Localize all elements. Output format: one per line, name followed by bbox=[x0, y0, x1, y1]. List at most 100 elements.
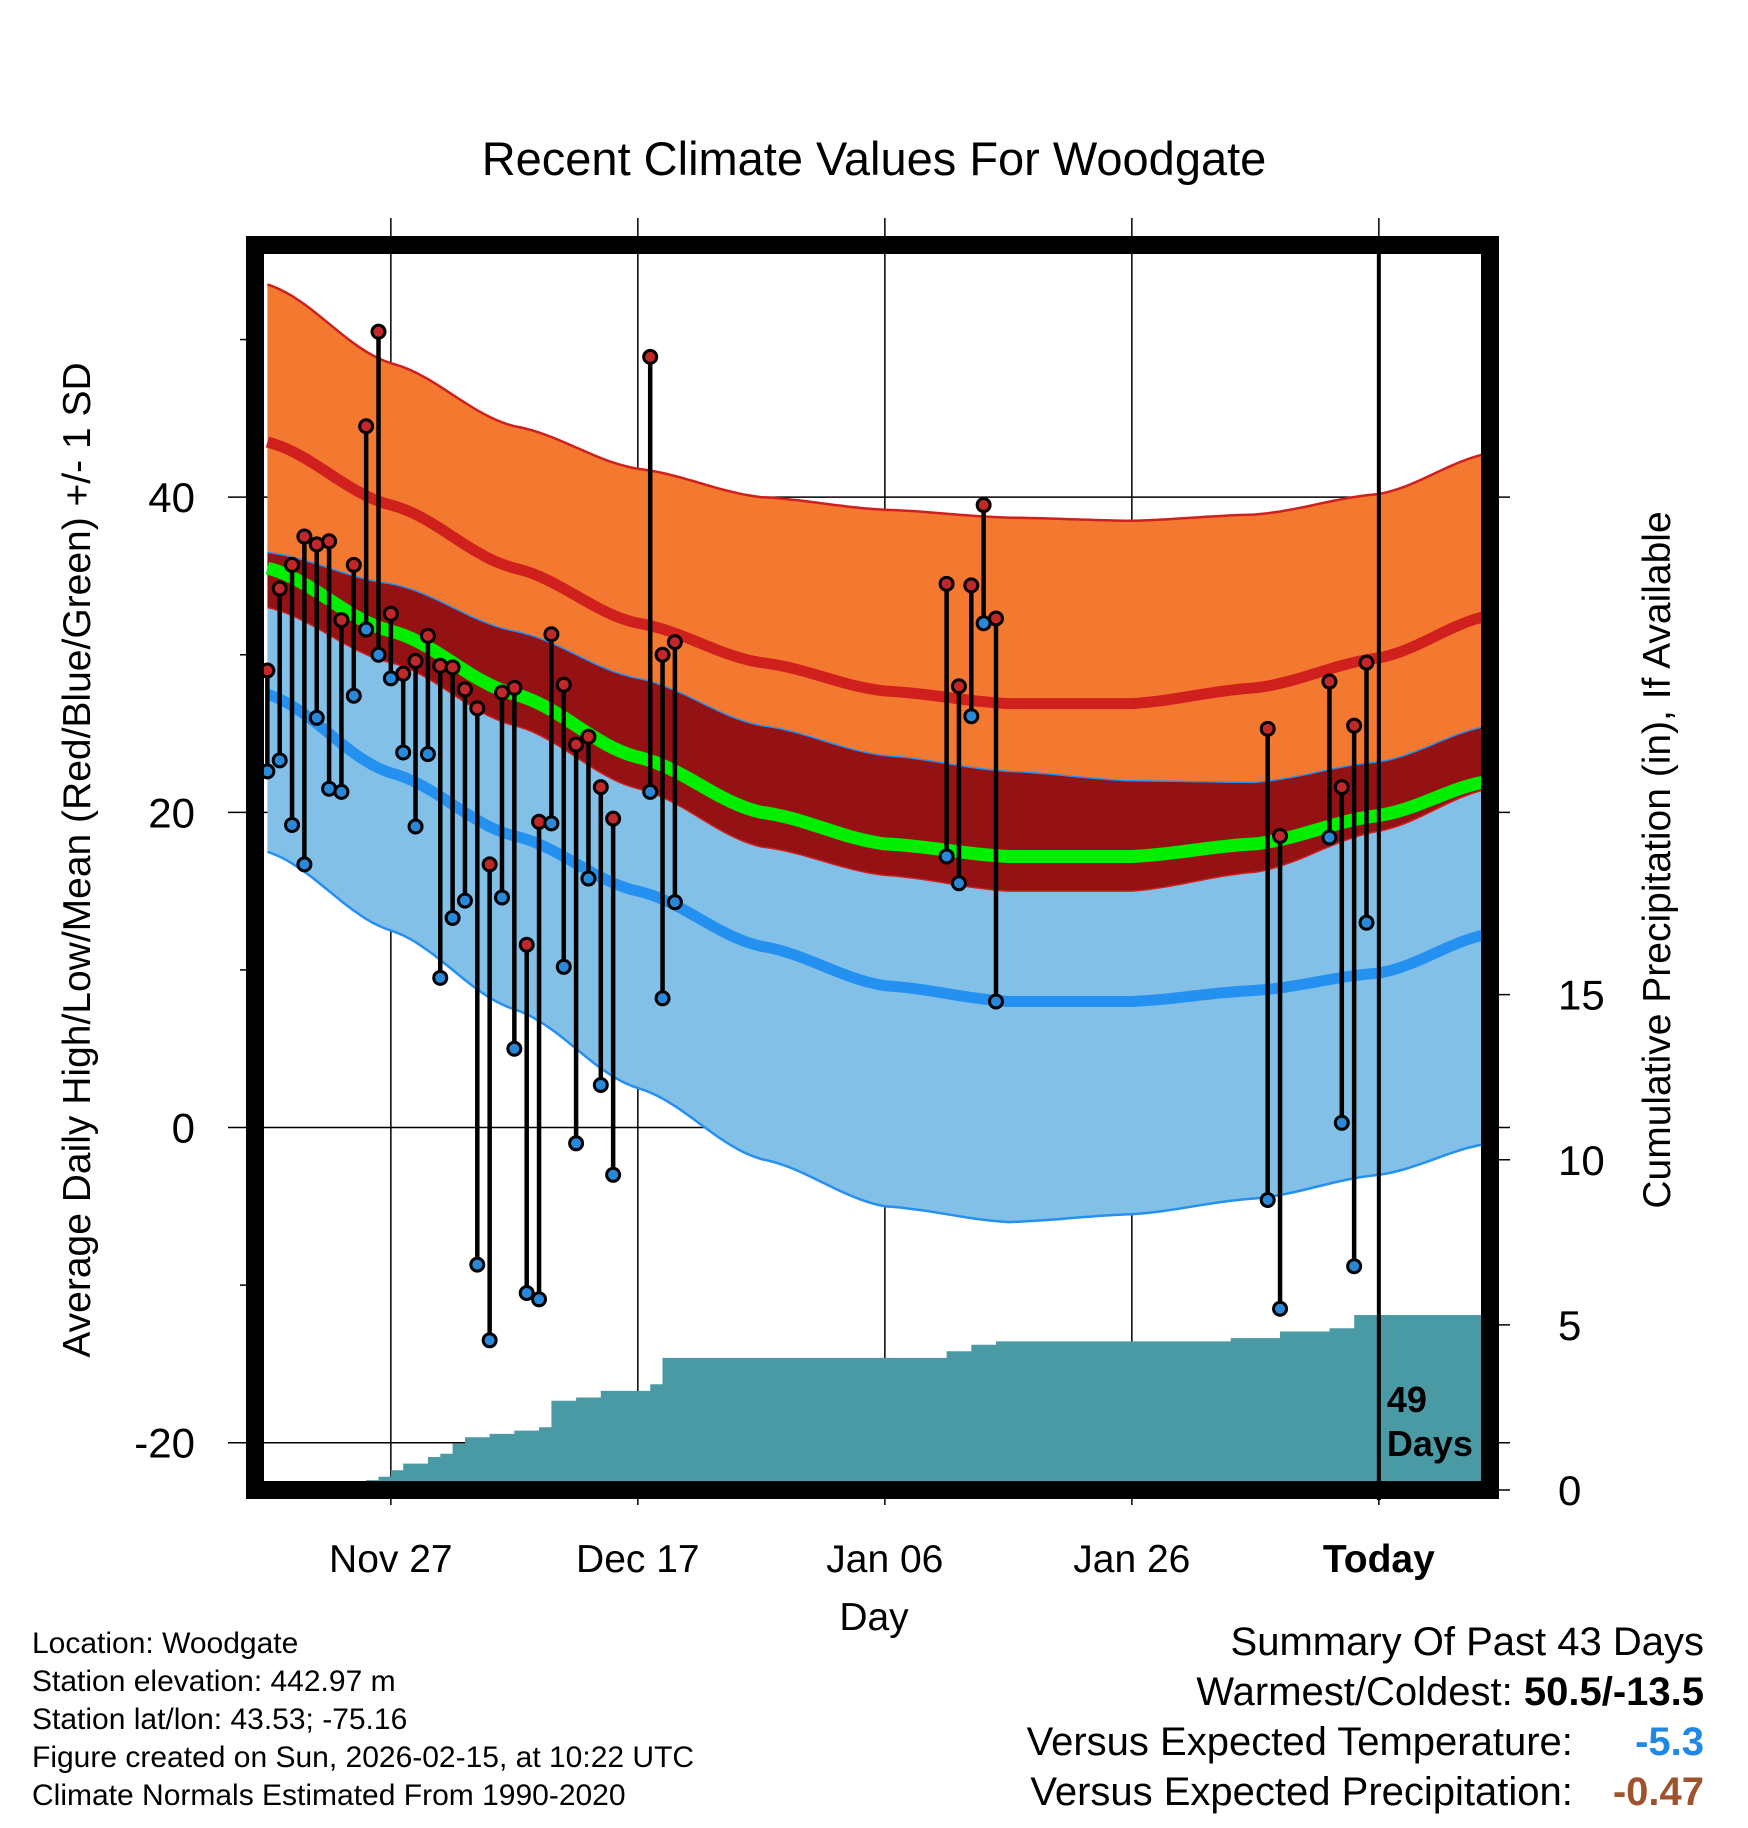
summary-heading: Summary Of Past 43 Days bbox=[1230, 1620, 1704, 1664]
low-mean-line bbox=[265, 688, 1490, 1007]
daily-low-point bbox=[284, 816, 301, 833]
daily-high-point bbox=[382, 605, 399, 622]
x-axis-label: Day bbox=[839, 1596, 909, 1639]
daily-low-point bbox=[370, 646, 387, 663]
high-upper-line bbox=[266, 283, 1490, 523]
daily-high-point bbox=[1321, 673, 1338, 690]
daily-low-point bbox=[605, 1166, 622, 1183]
axes: -20 0 20 40 0 5 10 15 Nov 27 Dec 17 Jan 06 Jan 26 To… bbox=[134, 338, 1605, 1581]
daily-low-point bbox=[333, 783, 350, 800]
daily-high-point bbox=[963, 577, 980, 594]
low-sd-band bbox=[267, 607, 1490, 1223]
daily-high-point bbox=[580, 728, 597, 745]
daily-low-point bbox=[555, 958, 572, 975]
daily-high-point bbox=[518, 936, 535, 953]
x-tick-label: Jan 06 bbox=[826, 1538, 943, 1581]
plot-area bbox=[255, 283, 1490, 1490]
precip-value: -0.47 bbox=[1612, 1770, 1704, 1814]
daily-low-point bbox=[1358, 914, 1375, 931]
daily-high-point bbox=[321, 533, 338, 550]
daily-low-point bbox=[456, 892, 473, 909]
high-sd-band bbox=[267, 284, 1490, 783]
y-tick-label: 40 bbox=[148, 474, 195, 521]
warm-cold-label: Warmest/Coldest: bbox=[1196, 1670, 1513, 1714]
daily-low-point bbox=[308, 709, 325, 726]
daily-low-point bbox=[1346, 1258, 1363, 1275]
y-tick-label: 0 bbox=[172, 1105, 195, 1152]
station-latlon: Station lat/lon: 43.53; -75.16 bbox=[32, 1703, 408, 1736]
daily-low-point bbox=[950, 875, 967, 892]
x-tick-label: Nov 27 bbox=[329, 1538, 453, 1581]
daily-high-point bbox=[284, 556, 301, 573]
daily-high-point bbox=[481, 856, 498, 873]
daily-low-point bbox=[494, 889, 510, 906]
y2-tick-label: 0 bbox=[1558, 1467, 1581, 1514]
x-tick-label: Today bbox=[1323, 1538, 1435, 1581]
high-lower-line bbox=[267, 551, 1490, 784]
daily-low-point bbox=[531, 1291, 548, 1308]
summary-temperature: Versus Expected Temperature: -5.3 bbox=[1027, 1720, 1704, 1765]
daily-low-point bbox=[271, 752, 288, 769]
daily-high-point bbox=[605, 810, 622, 827]
precip-area bbox=[255, 1315, 1490, 1490]
daily-low-point bbox=[580, 870, 597, 887]
daily-high-point bbox=[506, 679, 523, 696]
daily-high-point bbox=[444, 659, 461, 676]
plot-frame bbox=[246, 236, 1499, 1499]
daily-high-point bbox=[1333, 779, 1350, 796]
daily-high-point bbox=[975, 497, 992, 514]
daily-high-point bbox=[555, 676, 572, 693]
daily-low-point bbox=[419, 746, 436, 763]
y-axis-label: Average Daily High/Low/Mean (Red/Blue/Gr… bbox=[56, 362, 99, 1357]
daily-low-point bbox=[1259, 1192, 1276, 1209]
daily-high-point bbox=[395, 665, 412, 682]
daily-high-point bbox=[1346, 717, 1363, 734]
mid-band bbox=[267, 552, 1490, 892]
daily-low-point bbox=[407, 818, 424, 835]
x-tick-label: Dec 17 bbox=[576, 1538, 700, 1581]
daily-high-point bbox=[666, 634, 683, 651]
daily-low-point bbox=[444, 909, 461, 926]
y-tick-label: -20 bbox=[134, 1420, 195, 1467]
daily-low-point bbox=[518, 1285, 535, 1302]
daily-points bbox=[259, 323, 1375, 1349]
low-lower-line bbox=[266, 850, 1490, 1224]
daily-high-point bbox=[1259, 720, 1276, 737]
precip-layer bbox=[255, 1315, 1490, 1490]
daily-low-point bbox=[1272, 1300, 1289, 1317]
y-tick-label: 20 bbox=[148, 789, 195, 836]
figure-created: Figure created on Sun, 2026-02-15, at 10… bbox=[32, 1741, 695, 1774]
daily-low-point bbox=[543, 815, 560, 832]
summary-precipitation: Versus Expected Precipitation: -0.47 bbox=[1030, 1770, 1704, 1815]
normals-source: Climate Normals Estimated From 1990-2020 bbox=[32, 1779, 626, 1812]
warm-cold-value: 50.5/-13.5 bbox=[1523, 1670, 1704, 1714]
x-tick-label: Jan 26 bbox=[1073, 1538, 1190, 1581]
temp-label: Versus Expected Temperature: bbox=[1026, 1720, 1573, 1764]
daily-low-point bbox=[642, 783, 659, 800]
days-count: 49 bbox=[1387, 1379, 1427, 1420]
daily-high-point bbox=[333, 612, 350, 629]
days-word: Days bbox=[1387, 1423, 1473, 1464]
y2-tick-label: 5 bbox=[1558, 1302, 1581, 1349]
y2-tick-label: 15 bbox=[1558, 972, 1605, 1019]
daily-high-point bbox=[271, 580, 288, 597]
daily-high-point bbox=[456, 681, 473, 698]
normal-bands bbox=[265, 283, 1490, 1224]
y2-tick-label: 10 bbox=[1558, 1137, 1605, 1184]
high-mean-line bbox=[265, 436, 1490, 710]
daily-high-point bbox=[296, 528, 313, 545]
days-label: 49 Days bbox=[1387, 1379, 1473, 1464]
daily-low-point bbox=[938, 848, 955, 865]
daily-high-point bbox=[568, 736, 585, 753]
daily-low-point bbox=[1333, 1114, 1350, 1131]
daily-low-point bbox=[666, 894, 683, 911]
station-location: Location: Woodgate bbox=[32, 1627, 299, 1660]
daily-high-point bbox=[938, 575, 955, 592]
daily-low-point bbox=[358, 621, 375, 638]
daily-high-point bbox=[950, 678, 967, 695]
daily-high-point bbox=[370, 323, 387, 340]
temp-value: -5.3 bbox=[1635, 1720, 1704, 1764]
daily-high-point bbox=[592, 779, 609, 796]
daily-low-point bbox=[654, 990, 671, 1007]
daily-low-point bbox=[469, 1256, 486, 1273]
